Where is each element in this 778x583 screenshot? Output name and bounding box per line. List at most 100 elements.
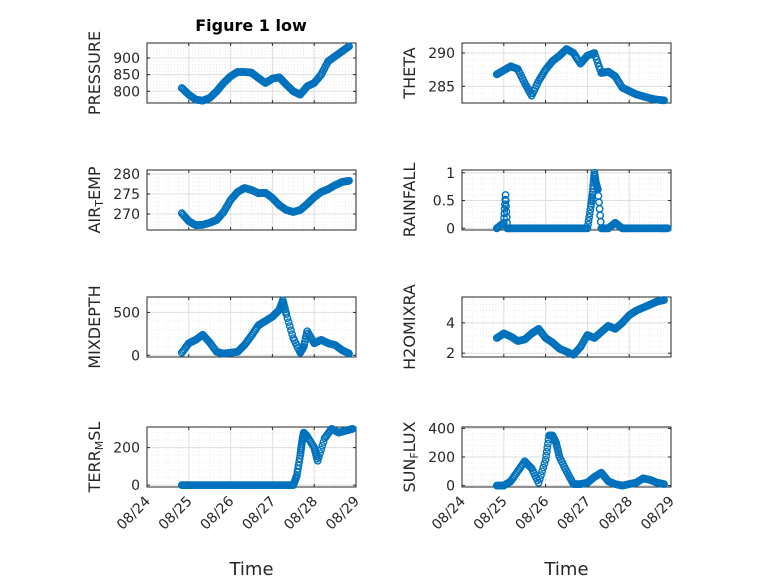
data-point <box>345 42 353 51</box>
axes-box <box>146 42 357 104</box>
x-tick-label: 08/27 <box>239 494 279 534</box>
subplot-h2omixra: 2 4 H2OMIXRA <box>400 284 672 370</box>
series-markers <box>492 431 668 490</box>
data-point-interp <box>502 207 511 216</box>
subplot-mixdepth: 0 500 MIXDEPTH <box>85 285 357 369</box>
y-axis-label: PRESSURE <box>85 31 104 115</box>
data-point-interp <box>592 55 601 64</box>
data-point-interp <box>283 314 292 323</box>
y-tick-label: 0 <box>446 221 455 237</box>
axes-box <box>461 296 672 358</box>
data-point-interp <box>542 447 551 456</box>
y-tick-label: 4 <box>446 316 455 332</box>
data-point-interp <box>584 220 592 229</box>
data-point-interp <box>585 213 594 222</box>
data-point-interp <box>542 451 551 460</box>
data-point-interp <box>585 209 594 218</box>
data-point-interp <box>535 475 544 483</box>
y-tick-label: 280 <box>113 167 140 183</box>
data-point-interp <box>502 213 511 222</box>
data-point-interp <box>538 467 547 476</box>
axes-box <box>146 296 357 358</box>
series-markers <box>492 45 668 105</box>
x-tick-label: 08/29 <box>638 494 678 534</box>
series-markers <box>177 296 353 358</box>
data-point-interp <box>316 449 324 458</box>
y-tick-label: 500 <box>113 305 140 321</box>
y-tick-label: 275 <box>113 187 140 203</box>
x-tick-label: 08/29 <box>323 494 363 534</box>
data-point <box>583 224 592 233</box>
y-tick-label: 2 <box>446 346 455 362</box>
x-tick-label: 08/24 <box>429 493 469 533</box>
data-point-interp <box>591 52 600 61</box>
data-point <box>348 424 357 433</box>
y-tick-label: 0 <box>446 479 455 495</box>
data-point-interp <box>540 459 549 468</box>
y-tick-label: 0 <box>131 348 140 364</box>
y-axis-label: AIRTEMP <box>85 166 106 233</box>
data-point-interp <box>287 326 295 335</box>
data-point <box>660 480 668 489</box>
y-axis-label: TERRMSL <box>85 422 106 494</box>
data-point-interp <box>284 318 293 327</box>
data-point-interp <box>318 441 327 450</box>
x-tick-label: 08/24 <box>114 493 154 533</box>
series-markers <box>177 176 353 230</box>
data-point-interp <box>288 330 297 339</box>
series-markers <box>177 42 353 105</box>
y-axis-label: SUNFLUX <box>400 421 421 492</box>
data-point <box>663 224 672 233</box>
series-markers <box>492 296 668 359</box>
y-tick-label: 0.5 <box>433 194 455 210</box>
subplot-air-temp: 270 275 280 AIRTEMP <box>85 166 357 234</box>
data-point <box>345 349 353 358</box>
data-point-interp <box>544 439 552 448</box>
data-point-interp <box>584 217 593 225</box>
subplot-rainfall: 0 0.5 1 RAINFALL <box>400 163 672 238</box>
data-point <box>313 456 322 465</box>
data-point-interp <box>595 62 603 71</box>
axes-box <box>461 426 672 488</box>
data-point-interp <box>317 445 326 454</box>
y-tick-label: 270 <box>113 207 140 223</box>
y-tick-label: 0 <box>131 478 140 494</box>
data-point-interp <box>593 59 602 67</box>
y-axis-label: THETA <box>400 47 419 99</box>
y-tick-label: 285 <box>428 79 455 95</box>
data-point-interp <box>543 443 552 452</box>
data-point-interp <box>537 471 545 479</box>
x-tick-label: 08/25 <box>471 494 511 534</box>
x-tick-label: 08/28 <box>596 494 636 534</box>
x-tick-label: 08/25 <box>156 494 196 534</box>
subplot-theta: 285 290 THETA <box>400 42 672 105</box>
x-tick-label: 08/26 <box>198 493 238 533</box>
y-tick-label: 200 <box>113 441 140 457</box>
y-tick-label: 400 <box>428 421 455 437</box>
data-point <box>501 191 510 199</box>
data-point <box>534 478 543 487</box>
data-point-interp <box>539 463 548 472</box>
data-point <box>282 310 291 319</box>
axes-box <box>461 42 672 104</box>
x-tick-label: 08/26 <box>513 493 553 533</box>
x-axis-label: Time <box>228 559 273 580</box>
y-tick-label: 900 <box>113 51 140 67</box>
figure-title: Figure 1 low <box>195 16 307 35</box>
subplot-sun-flux: 0 200 400 08/24 08/25 08/26 08/27 08/28 08/29 SUN… <box>400 421 678 580</box>
data-point-interp <box>501 196 510 205</box>
data-point <box>660 96 668 105</box>
y-axis-label: RAINFALL <box>400 163 419 238</box>
subplot-terr-msl: 0 200 08/24 08/25 08/26 08/27 08/28 08/29 TERRMS… <box>85 422 363 580</box>
series-markers <box>177 424 357 490</box>
y-axis-label: MIXDEPTH <box>85 285 104 368</box>
y-tick-label: 200 <box>428 450 455 466</box>
axes-box <box>146 426 357 488</box>
data-point-interp <box>502 202 511 211</box>
data-point-interp <box>314 453 323 461</box>
y-tick-label: 800 <box>113 84 140 100</box>
series-markers <box>492 168 672 233</box>
